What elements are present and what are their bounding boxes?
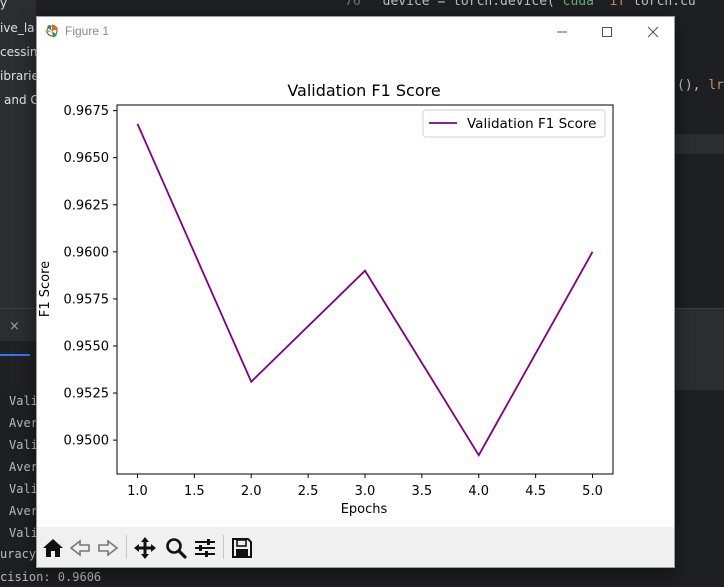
window-title: Figure 1 xyxy=(65,24,110,38)
y-tick-label: 0.9650 xyxy=(64,151,110,166)
figure-canvas[interactable]: Validation F1 Score 0.9500 0.9525 0.9550 0.… xyxy=(37,46,674,527)
legend-label: Validation F1 Score xyxy=(467,116,596,132)
ide-editor-visible-strip: (), lr= xyxy=(675,16,724,308)
sidebar-item[interactable]: ibrarie xyxy=(0,69,36,83)
sidebar-item[interactable]: cessin xyxy=(0,45,36,59)
close-icon xyxy=(647,26,659,38)
x-tick-label: 4.5 xyxy=(525,484,546,499)
y-tick-label: 0.9625 xyxy=(64,198,110,213)
console-line: Vali xyxy=(9,394,38,408)
legend: Validation F1 Score xyxy=(422,109,606,138)
toolbar-separator xyxy=(223,535,224,559)
y-tick-label: 0.9525 xyxy=(64,387,110,402)
panel-close-icon[interactable]: × xyxy=(9,319,20,334)
panel-active-tab-indicator xyxy=(0,354,30,356)
back-button[interactable] xyxy=(67,535,93,561)
configure-subplots-icon xyxy=(195,539,215,557)
series-line-validation-f1 xyxy=(136,123,594,457)
pan-button[interactable] xyxy=(132,535,158,561)
x-tick-label: 1.5 xyxy=(184,484,205,499)
matplotlib-app-icon xyxy=(45,24,58,38)
ide-project-sidebar: y ive_la cessin ibrarie and G xyxy=(0,0,36,308)
editor-code-line: 76 device = torch.device('cuda' if torch.… xyxy=(345,0,696,9)
editor-code-fragment: (), lr= xyxy=(677,78,724,93)
sidebar-item[interactable]: ive_la xyxy=(0,21,35,35)
y-tick-label: 0.9600 xyxy=(64,245,110,260)
console-line: cision: 0.9606 xyxy=(0,570,102,584)
ide-editor-top xyxy=(36,0,724,16)
sidebar-item[interactable]: y xyxy=(0,0,8,10)
home-icon xyxy=(43,539,63,557)
ide-panel-side xyxy=(675,340,724,390)
x-tick-label: 5.0 xyxy=(582,484,603,499)
legend-box xyxy=(422,109,606,138)
pan-icon xyxy=(134,537,156,559)
maximize-icon xyxy=(602,27,612,37)
save-button[interactable] xyxy=(229,535,255,561)
sidebar-item[interactable]: and G xyxy=(4,93,36,107)
current-line-highlight xyxy=(675,134,724,154)
console-line: Vali xyxy=(9,482,38,496)
window-titlebar[interactable]: Figure 1 xyxy=(37,17,674,46)
console-line: Aver xyxy=(9,504,38,518)
save-icon xyxy=(232,538,252,558)
y-tick-label: 0.9675 xyxy=(64,104,110,119)
console-line: Vali xyxy=(9,526,38,540)
zoom-icon xyxy=(166,538,187,559)
console-line: Vali xyxy=(9,438,38,452)
maximize-button[interactable] xyxy=(596,21,618,43)
line-chart: Validation F1 Score 0.95000.95250.95500.… xyxy=(38,81,614,517)
axes-frame xyxy=(116,104,614,475)
y-tick-label: 0.9500 xyxy=(64,434,110,449)
close-button[interactable] xyxy=(642,21,664,43)
x-tick-label: 2.5 xyxy=(298,484,319,499)
x-tick-label: 2.0 xyxy=(241,484,262,499)
home-button[interactable] xyxy=(40,535,66,561)
line-number: 76 xyxy=(345,0,361,9)
minimize-button[interactable] xyxy=(551,21,573,43)
x-tick-label: 3.5 xyxy=(412,484,433,499)
minimize-icon xyxy=(557,31,567,33)
x-tick-label: 3.0 xyxy=(355,484,376,499)
forward-icon xyxy=(98,539,119,557)
console-line: uracy xyxy=(0,547,37,561)
y-axis-label: F1 Score xyxy=(38,261,53,317)
toolbar-separator xyxy=(126,535,127,559)
x-axis: 1.0 1.5 2.0 2.5 3.0 3.5 4.0 4.5 5.0 xyxy=(127,474,603,499)
forward-button[interactable] xyxy=(95,535,121,561)
x-tick-label: 1.0 xyxy=(127,484,148,499)
configure-subplots-button[interactable] xyxy=(192,535,218,561)
x-tick-label: 4.0 xyxy=(468,484,489,499)
y-axis: 0.9500 0.9525 0.9550 0.9575 0.9600 0.9625 0.96… xyxy=(64,104,117,449)
console-line: Aver xyxy=(9,460,38,474)
y-tick-label: 0.9575 xyxy=(64,292,110,307)
y-tick-label: 0.9550 xyxy=(64,339,110,354)
matplotlib-figure-window: Figure 1 Validation F1 Score 0.9500 0.952… xyxy=(36,16,675,568)
chart-title: Validation F1 Score xyxy=(287,81,440,100)
x-axis-label: Epochs xyxy=(341,502,388,517)
back-icon xyxy=(69,539,90,557)
console-line: Aver xyxy=(9,416,38,430)
zoom-button[interactable] xyxy=(163,535,189,561)
navigation-toolbar xyxy=(37,527,674,567)
